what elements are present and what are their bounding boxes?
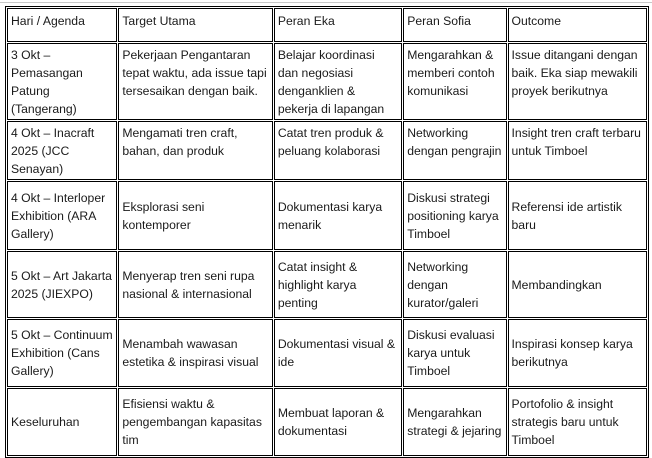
table-cell[interactable]: Catat insight & highlight karya penting — [273, 251, 403, 318]
table-cell[interactable]: Membandingkan — [507, 251, 647, 318]
table-row: 5 Okt – Continuum Exhibition (Cans Galle… — [7, 319, 647, 387]
table-cell[interactable]: 5 Okt – Continuum Exhibition (Cans Galle… — [7, 319, 118, 387]
table-row: Keseluruhan Efisiensi waktu & pengembang… — [7, 388, 647, 456]
table-cell[interactable]: Dokumentasi karya menarik — [273, 181, 403, 250]
table-row: 4 Okt – Inacraft 2025 (JCC Senayan) Meng… — [7, 121, 647, 180]
table-cell[interactable]: Diskusi evaluasi karya untuk Timboel — [403, 319, 507, 387]
table-cell[interactable]: Eksplorasi seni kontemporer — [118, 181, 273, 250]
header-cell: Peran Sofia — [403, 8, 507, 42]
table-cell[interactable]: Insight tren craft terbaru untuk Timboel — [507, 121, 647, 180]
table-cell[interactable]: Belajar koordinasi dan negosiasi dengank… — [273, 43, 403, 120]
table-cell[interactable]: 3 Okt – Pemasangan Patung (Tangerang) — [7, 43, 118, 120]
table-row: 3 Okt – Pemasangan Patung (Tangerang) Pe… — [7, 43, 647, 120]
table-cell[interactable]: Mengarahkan & memberi contoh komunikasi — [403, 43, 507, 120]
table-cell[interactable]: Inspirasi konsep karya berikutnya — [507, 319, 647, 387]
table-cell[interactable]: 4 Okt – Interloper Exhibition (ARA Galle… — [7, 181, 118, 250]
table-cell[interactable]: Mengamati tren craft, bahan, dan produk — [118, 121, 273, 180]
table-cell[interactable]: Dokumentasi visual & ide — [273, 319, 403, 387]
table-cell[interactable]: Catat tren produk & peluang kolaborasi — [273, 121, 403, 180]
table-header-row: Hari / Agenda Target Utama Peran Eka Per… — [7, 8, 647, 42]
table-cell[interactable]: Referensi ide artistik baru — [507, 181, 647, 250]
table-row: 4 Okt – Interloper Exhibition (ARA Galle… — [7, 181, 647, 250]
agenda-table: Hari / Agenda Target Utama Peran Eka Per… — [5, 6, 649, 458]
header-cell: Hari / Agenda — [7, 8, 118, 42]
table-cell[interactable]: Menyerap tren seni rupa nasional & inter… — [118, 251, 273, 318]
table-cell[interactable]: Menambah wawasan estetika & inspirasi vi… — [118, 319, 273, 387]
table-cell[interactable]: Pekerjaan Pengantaran tepat waktu, ada i… — [118, 43, 273, 120]
table-cell[interactable]: Networking dengan pengrajin — [403, 121, 507, 180]
table-cell[interactable]: Networking dengan kurator/galeri — [403, 251, 507, 318]
page-top-divider — [0, 2, 652, 3]
header-cell: Outcome — [507, 8, 647, 42]
table-cell[interactable]: 4 Okt – Inacraft 2025 (JCC Senayan) — [7, 121, 118, 180]
header-cell: Target Utama — [118, 8, 273, 42]
header-cell: Peran Eka — [273, 8, 403, 42]
table-cell[interactable]: Membuat laporan & dokumentasi — [273, 388, 403, 456]
table-cell[interactable]: Mengarahkan strategi & jejaring — [403, 388, 507, 456]
table-row: 5 Okt – Art Jakarta 2025 (JIEXPO) Menyer… — [7, 251, 647, 318]
table-cell[interactable]: Diskusi strategi positioning karya Timbo… — [403, 181, 507, 250]
table-cell[interactable]: Efisiensi waktu & pengembangan kapasitas… — [118, 388, 273, 456]
table-cell[interactable]: 5 Okt – Art Jakarta 2025 (JIEXPO) — [7, 251, 118, 318]
table-cell[interactable]: Issue ditangani dengan baik. Eka siap me… — [507, 43, 647, 120]
table-cell[interactable]: Portofolio & insight strategis baru untu… — [507, 388, 647, 456]
table-cell[interactable]: Keseluruhan — [7, 388, 118, 456]
